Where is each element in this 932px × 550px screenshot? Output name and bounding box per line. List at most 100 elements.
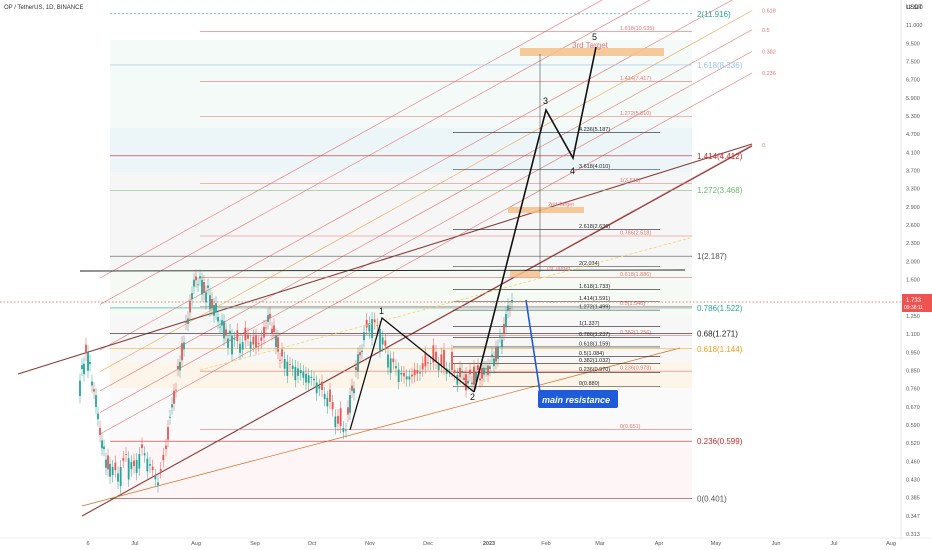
candle-body (353, 388, 355, 394)
candle-body (376, 325, 379, 326)
y-tick-label: 1.100 (906, 332, 920, 338)
y-tick-label: 2.000 (906, 259, 920, 265)
candle-body (501, 339, 503, 347)
wave-label: 1 (379, 306, 384, 316)
y-tick-label: 0.430 (906, 477, 920, 483)
candle-body (283, 358, 286, 369)
candle-body (211, 299, 213, 309)
candle-body (453, 370, 456, 373)
candle-body (175, 389, 177, 391)
y-tick-label: 7.500 (906, 60, 920, 66)
candle-body (89, 361, 91, 365)
candle-body (255, 335, 257, 348)
wave-label: 5 (592, 32, 597, 42)
candle-body (361, 350, 363, 353)
y-tick-label: 0.385 (906, 496, 920, 502)
candle-body (154, 476, 157, 480)
candle-body (337, 415, 339, 424)
candle-body (231, 336, 233, 355)
candle-body (177, 365, 179, 369)
target-label: 1st Target (546, 266, 571, 272)
candle-body (171, 404, 173, 408)
candle-body (107, 455, 109, 470)
candle-body (509, 308, 511, 310)
x-tick-label: Jul (830, 541, 837, 547)
candle-body (99, 427, 101, 436)
y-tick-label: 9.500 (906, 41, 920, 47)
channel-line (99, 0, 651, 305)
target-label: 2nd Target (548, 202, 574, 208)
candle-body (223, 321, 225, 339)
candle-body (429, 362, 432, 364)
candle-body (473, 366, 475, 385)
fib-large-label: 1.414(4.412) (697, 152, 743, 161)
y-tick-label: 2.900 (906, 205, 920, 211)
candle-body (299, 369, 302, 374)
candle-body (368, 323, 371, 332)
candle-body (445, 368, 448, 374)
y-tick-label: 4.100 (906, 150, 920, 156)
x-tick-label: Feb (541, 541, 550, 547)
candle-body (451, 351, 453, 371)
candle-body (351, 385, 353, 391)
candle-body (227, 338, 229, 348)
wave-path-projection (473, 46, 597, 393)
candle-body (291, 365, 294, 370)
channel-level-label: 0 (762, 143, 765, 149)
candle-body (111, 466, 114, 476)
candle-body (465, 374, 467, 391)
candle-body (469, 369, 471, 375)
channel-level-label: 0.382 (762, 49, 776, 55)
candle-body (233, 338, 236, 340)
candle-body (355, 366, 357, 370)
x-tick-label: Aug (191, 541, 201, 547)
fib-red-label: 1.272(5.810) (620, 111, 651, 117)
fib-red-label: 0(0.651) (620, 424, 641, 430)
candle-body (421, 363, 424, 370)
fib-black-label: 0.236(0.970) (579, 367, 610, 373)
candle-body (91, 381, 93, 386)
candle-body (342, 427, 345, 432)
candle-body (310, 377, 313, 379)
candle-body (499, 335, 501, 337)
candle-body (389, 358, 392, 373)
candle-body (329, 389, 331, 402)
fib-black-label: 0(0.880) (579, 381, 600, 387)
candle-body (334, 416, 337, 428)
candle-body (105, 459, 107, 468)
candle-body (505, 314, 507, 328)
candle-body (397, 369, 400, 383)
fib-large-label: 0.236(0.599) (697, 437, 743, 446)
candle-body (162, 454, 165, 461)
fib-black-label: 3.618(4.010) (579, 164, 610, 170)
main-resistance-callout: main resistance (538, 390, 618, 408)
price-axis[interactable]: 12.500 11.000 9.500 7.500 6.700 5.900 5.300 4.7… (900, 0, 923, 540)
candle-body (471, 382, 473, 385)
candle-body (503, 323, 505, 334)
candle-body (432, 345, 435, 363)
candle-body (485, 368, 487, 370)
candle-body (260, 337, 263, 341)
candle-body (119, 467, 122, 487)
time-axis[interactable]: 6 Jul Aug Sep Oct Nov Dec 2023 Feb Mar Apr May Jun Ju… (0, 537, 932, 547)
candle-body (408, 376, 411, 380)
fib-black-label: 1.414(1.591) (579, 296, 610, 302)
y-tick-label: 1.600 (906, 278, 920, 284)
candle-body (193, 279, 195, 287)
candle-body (281, 349, 283, 357)
candle-body (169, 416, 171, 418)
x-tick-label: Oct (308, 541, 317, 547)
current-price-badge: 1.733 09:38:11 (902, 294, 932, 312)
candle-body (195, 276, 197, 281)
candle-body (79, 380, 81, 397)
wave-label: 3 (543, 96, 548, 106)
candle-body (381, 337, 384, 345)
candle-body (114, 462, 117, 471)
target-label: 3rd Target (572, 41, 609, 50)
candle-body (373, 319, 376, 323)
candle-body (511, 299, 513, 303)
candle-body (185, 321, 187, 323)
fib-red-label: 1(3.639) (620, 178, 641, 184)
